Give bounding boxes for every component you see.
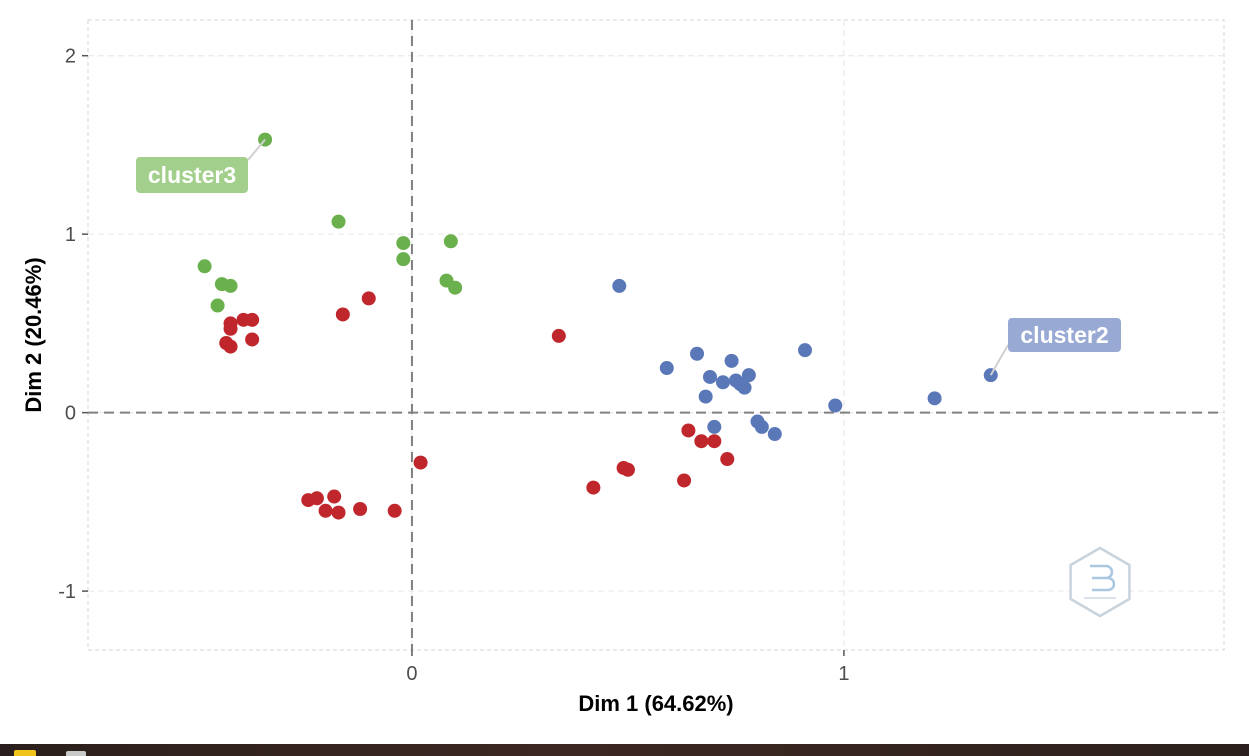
scatter-point	[223, 278, 238, 293]
scatter-point	[620, 462, 635, 477]
x-tick-label: 1	[838, 663, 849, 685]
scatter-point	[659, 361, 674, 376]
y-tick-label: 1	[65, 224, 76, 246]
scatter-point	[396, 236, 411, 251]
cluster-label: cluster2	[1020, 322, 1108, 348]
scatter-point	[702, 369, 717, 384]
scatter-point	[197, 259, 212, 274]
taskbar	[0, 744, 1249, 756]
scatter-point	[681, 423, 696, 438]
scatter-point	[413, 455, 428, 470]
scatter-point	[309, 491, 324, 506]
scatter-point	[737, 380, 752, 395]
scatter-point	[741, 368, 756, 383]
logo-glyph	[1090, 564, 1116, 592]
watermark-logo	[1069, 546, 1131, 618]
scatter-point	[210, 298, 225, 313]
scatter-point	[707, 419, 722, 434]
scatter-point	[754, 419, 769, 434]
scatter-point	[443, 234, 458, 249]
scatter-point	[720, 452, 735, 467]
cluster-label-box	[136, 157, 248, 193]
scatter-point	[335, 307, 350, 322]
y-tick-label: 0	[65, 403, 76, 425]
scatter-point	[223, 321, 238, 336]
x-tick-label: 0	[406, 663, 417, 685]
cluster-label: cluster3	[148, 162, 236, 188]
scatter-point	[327, 489, 342, 504]
data-points	[197, 132, 998, 520]
label-leader-line	[247, 138, 266, 161]
scatter-point	[715, 375, 730, 390]
scatter-point	[927, 391, 942, 406]
reference-lines	[88, 20, 1224, 650]
scatter-point	[798, 343, 813, 358]
label-leader-line	[989, 344, 1009, 376]
scatter-point	[707, 434, 722, 449]
scatter-point	[828, 398, 843, 413]
cluster-labels: cluster3 cluster2	[136, 138, 1121, 376]
scatter-point	[767, 427, 782, 442]
scatter-point	[331, 505, 346, 520]
scatter-point	[586, 480, 601, 495]
scatter-point	[318, 503, 333, 518]
folder-icon[interactable]	[14, 750, 36, 756]
scatter-point	[690, 346, 705, 361]
x-axis-title: Dim 1 (64.62%)	[578, 691, 733, 716]
scatter-point	[698, 389, 713, 404]
y-axis-title: Dim 2 (20.46%)	[21, 257, 46, 412]
scatter-point	[396, 252, 411, 267]
scatter-point	[245, 332, 260, 347]
cluster-label-box	[1008, 318, 1121, 352]
scatter-point	[361, 291, 376, 306]
scatter-point	[551, 328, 566, 343]
scatter-point	[724, 353, 739, 368]
scatter-point	[245, 312, 260, 327]
scatter-point	[448, 280, 463, 295]
file-icon[interactable]	[66, 751, 86, 756]
y-tick-label: -1	[58, 581, 76, 603]
scatter-point	[353, 502, 368, 517]
scatter-point	[387, 503, 402, 518]
scatter-point	[223, 339, 238, 354]
y-tick-label: 2	[65, 46, 76, 68]
axes: 0 1 -1 0 1 2	[58, 46, 849, 685]
scatter-point	[677, 473, 692, 488]
scatter-point	[612, 278, 627, 293]
scatter-point	[694, 434, 709, 449]
scatter-point	[331, 214, 346, 229]
